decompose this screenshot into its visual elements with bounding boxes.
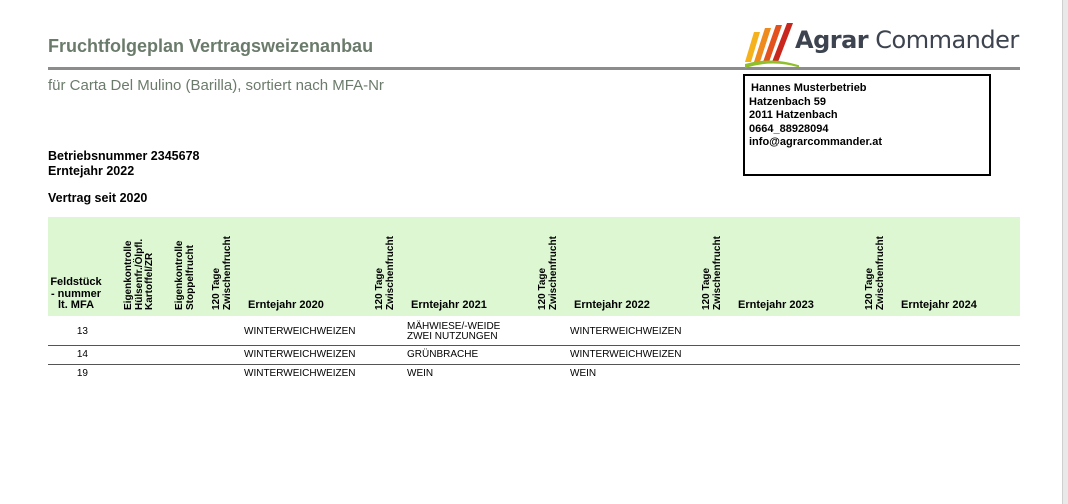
col-erntejahr-2021-header: Erntejahr 2021	[411, 299, 487, 311]
vertrag-seit: Vertrag seit 2020	[48, 191, 148, 205]
col-zwischenfrucht-2022-header: 120 Tage Zwischenfrucht	[537, 236, 559, 310]
row-crop-2020: WINTERWEICHWEIZEN	[244, 326, 356, 337]
address-street: Hatzenbach 59	[749, 95, 827, 108]
col-eigenkontrolle-huelsenfrucht-header: Eigenkontrolle Hülsenfr./Ölpfl. Kartoffel/…	[123, 238, 155, 310]
row-divider	[48, 345, 1020, 346]
logo-word-agrar: Agrar	[795, 26, 869, 54]
erntejahr: Erntejahr 2022	[48, 164, 135, 178]
logo-word-commander: Commander	[868, 26, 1019, 54]
col-erntejahr-2023-header: Erntejahr 2023	[738, 299, 814, 311]
row-crop-2022: WEIN	[570, 368, 597, 379]
table-header	[48, 217, 1020, 316]
col-zwischenfrucht-2023-header: 120 Tage Zwischenfrucht	[701, 236, 723, 310]
col-feldstueck-header: Feldstück - nummer lt. MFA	[50, 276, 102, 311]
col-erntejahr-2022-header: Erntejahr 2022	[574, 299, 650, 311]
row-crop-2020: WINTERWEICHWEIZEN	[244, 349, 356, 360]
address-phone: 0664_88928094	[749, 122, 829, 135]
agrar-commander-logo: Agrar Commander	[743, 22, 1019, 68]
col-erntejahr-2020-header: Erntejahr 2020	[248, 299, 324, 311]
row-feldstueck-nr: 19	[76, 368, 88, 379]
col-eigenkontrolle-stoppelfrucht-header: Eigenkontrolle Stoppelfrucht	[174, 240, 196, 310]
logo-stripes-icon	[745, 23, 799, 68]
row-crop-2022: WINTERWEICHWEIZEN	[570, 349, 682, 360]
row-divider	[48, 364, 1020, 365]
row-crop-2020: WINTERWEICHWEIZEN	[244, 368, 356, 379]
logo-wordmark: Agrar Commander	[795, 26, 1019, 54]
page-subtitle: für Carta Del Mulino (Barilla), sortiert…	[48, 77, 384, 94]
row-crop-2021: MÄHWIESE/-WEIDE	[407, 321, 501, 332]
title-divider	[48, 67, 1020, 70]
col-zwischenfrucht-2021-header: 120 Tage Zwischenfrucht	[374, 236, 396, 310]
row-crop-2021: WEIN	[407, 368, 434, 379]
row-crop-2021-line2: ZWEI NUTZUNGEN	[407, 331, 498, 342]
viewer-scrollbar-track[interactable]	[1063, 0, 1068, 504]
address-city: 2011 Hatzenbach	[749, 109, 838, 121]
address-box: Hannes Musterbetrieb Hatzenbach 59 2011 …	[743, 74, 991, 176]
row-feldstueck-nr: 14	[76, 349, 88, 360]
col-zwischenfrucht-2020-header: 120 Tage Zwischenfrucht	[211, 236, 233, 310]
betriebsnummer: Betriebsnummer 2345678	[48, 149, 200, 163]
row-crop-2022: WINTERWEICHWEIZEN	[570, 326, 682, 337]
row-crop-2021: GRÜNBRACHE	[407, 349, 479, 360]
col-zwischenfrucht-2024-header: 120 Tage Zwischenfrucht	[864, 236, 886, 310]
address-name: Hannes Musterbetrieb	[751, 82, 867, 94]
page-title: Fruchtfolgeplan Vertragsweizenanbau	[48, 36, 374, 56]
col-erntejahr-2024-header: Erntejahr 2024	[901, 299, 977, 311]
address-email: info@agrarcommander.at	[749, 136, 882, 148]
row-feldstueck-nr: 13	[76, 326, 88, 337]
